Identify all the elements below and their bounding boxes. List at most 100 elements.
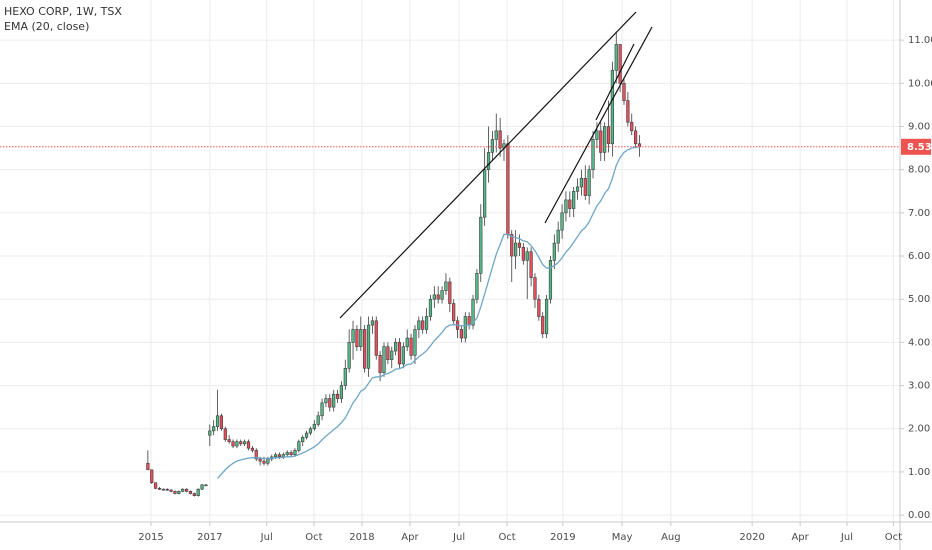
x-tick-label: 2015	[138, 532, 163, 543]
candle-body	[223, 428, 227, 440]
candle-body	[250, 447, 254, 451]
candle-body	[363, 329, 367, 369]
candle-body	[146, 462, 150, 471]
candle-body	[301, 437, 305, 442]
y-tick-label: 7.00	[908, 208, 930, 219]
candle-body	[192, 493, 196, 496]
candle-body	[320, 402, 324, 417]
candle-body	[405, 337, 409, 348]
candle-body	[556, 229, 560, 244]
candle-body	[568, 199, 572, 209]
x-tick-label: Oct	[305, 532, 322, 543]
candle-body	[634, 130, 638, 145]
candle-body	[428, 298, 433, 317]
candle-body	[254, 450, 258, 460]
candle-body	[483, 169, 487, 218]
candle-body	[517, 242, 522, 248]
candle-body	[471, 298, 475, 326]
candle-body	[448, 281, 452, 304]
trendline	[339, 11, 637, 319]
y-tick-label: 0.00	[908, 510, 930, 521]
candle-body	[475, 273, 479, 300]
candle-body	[525, 251, 529, 261]
last-price-label: 8.53	[907, 142, 932, 153]
y-tick-label: 11.00	[908, 35, 932, 46]
candle-body	[459, 329, 464, 339]
candle-body	[304, 432, 309, 438]
candle-body	[521, 247, 525, 261]
candle-body	[316, 415, 320, 425]
candle-body	[173, 491, 177, 494]
candle-body	[343, 367, 347, 386]
candle-body	[332, 393, 336, 408]
candle-body	[486, 152, 491, 170]
candle-body	[610, 70, 614, 145]
candle-body	[544, 298, 549, 335]
candle-body	[324, 398, 328, 404]
y-tick-label: 2.00	[908, 424, 930, 435]
y-tick-label: 3.00	[908, 381, 930, 392]
candle-body	[552, 242, 556, 261]
x-tick-label: Jul	[452, 532, 465, 543]
candle-body	[630, 121, 634, 132]
trendline	[595, 43, 635, 121]
y-tick-label: 8.00	[908, 165, 930, 176]
candle-body	[432, 294, 436, 300]
x-tick-label: 2019	[550, 532, 575, 543]
candle-body	[514, 242, 518, 257]
candle-body	[289, 452, 293, 455]
candle-body	[328, 398, 332, 408]
candle-body	[243, 441, 247, 445]
candle-body	[374, 320, 378, 356]
candle-body	[463, 316, 467, 339]
candle-body	[583, 178, 587, 196]
candle-body	[258, 458, 262, 462]
y-tick-label: 6.00	[908, 251, 930, 262]
candle-body	[614, 44, 618, 71]
last-price-box	[901, 138, 931, 155]
candle-body	[161, 488, 165, 491]
x-tick-label: 2017	[197, 532, 222, 543]
candle-body	[479, 216, 483, 274]
candle-body	[541, 316, 545, 335]
x-tick-label: Jul	[840, 532, 853, 543]
candle-body	[181, 488, 185, 492]
candle-body	[603, 126, 607, 153]
candle-body	[444, 281, 448, 291]
candle-body	[587, 169, 591, 196]
candle-body	[409, 337, 413, 356]
candle-body	[386, 346, 390, 360]
axes: 0.00 1.00 2.00 3.00 4.00 5.00 6.00 7.00 8.00 9.00…	[138, 35, 932, 543]
candle-body	[394, 342, 398, 352]
candle-body	[154, 482, 158, 489]
candle-body	[579, 178, 584, 188]
y-tick-label: 1.00	[908, 467, 930, 478]
candle-body	[169, 489, 173, 492]
candle-body	[281, 454, 285, 458]
candle-body	[312, 424, 316, 430]
candle-body	[382, 346, 386, 373]
x-tick-label: 2020	[739, 532, 764, 543]
candle-body	[262, 460, 266, 464]
candle-body	[452, 303, 456, 322]
candle-body	[150, 469, 154, 484]
candle-body	[308, 428, 313, 434]
candle-body	[188, 491, 193, 494]
candle-body	[548, 260, 553, 300]
candle-body	[417, 320, 421, 330]
candle-body	[533, 277, 537, 300]
candle-body	[618, 44, 622, 84]
candle-body	[397, 342, 402, 365]
candle-body	[622, 83, 626, 101]
x-tick-label: 2018	[349, 532, 374, 543]
candle-body	[157, 488, 162, 490]
candle-body	[436, 294, 440, 300]
y-tick-label: 5.00	[908, 294, 930, 305]
candle-body	[506, 143, 510, 235]
candle-body	[239, 441, 243, 445]
candle-body	[285, 452, 289, 455]
candle-body	[274, 454, 278, 458]
candle-body	[196, 488, 200, 496]
candle-body	[421, 320, 425, 330]
